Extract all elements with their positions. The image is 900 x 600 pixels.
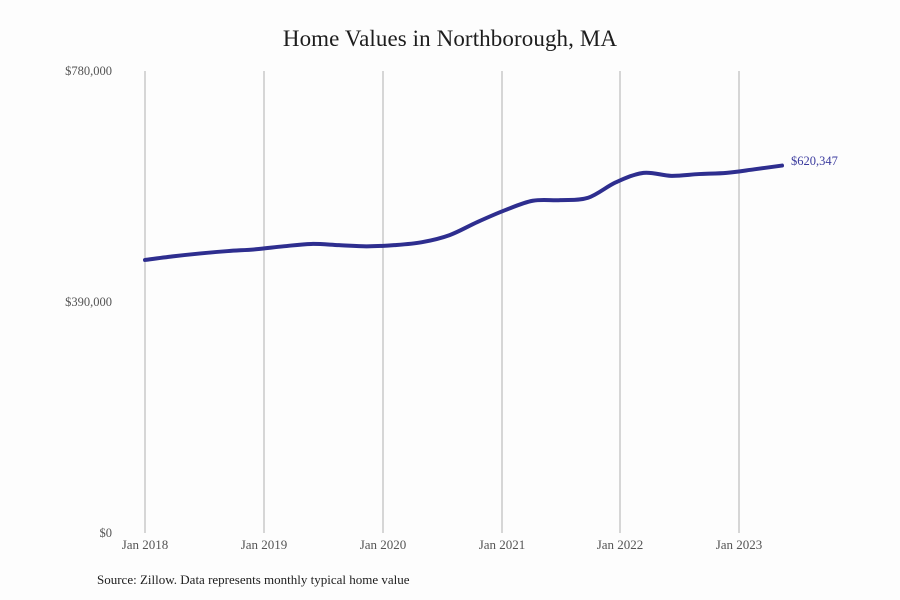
y-axis-tick-label-top: $780,000	[65, 64, 112, 78]
y-axis-tick-label-mid: $390,000	[65, 295, 112, 309]
home-value-line	[143, 163, 784, 262]
source-note: Source: Zillow. Data represents monthly …	[97, 572, 410, 587]
x-axis-tick-label-jan-2023: Jan 2023	[715, 537, 763, 552]
gridlines	[144, 71, 740, 533]
end-value-label: $620,347	[791, 154, 838, 168]
y-axis-tick-label-bottom: $0	[99, 526, 113, 540]
x-axis-tick-label-jan-2018: Jan 2018	[121, 537, 169, 552]
x-axis-tick-label-jan-2020: Jan 2020	[359, 537, 407, 552]
x-axis-tick-label-jan-2019: Jan 2019	[240, 537, 288, 552]
x-axis-tick-label-jan-2021: Jan 2021	[478, 537, 526, 552]
page-title: Home Values in Northborough, MA	[282, 26, 618, 51]
x-axis-tick-label-jan-2022: Jan 2022	[596, 537, 644, 552]
